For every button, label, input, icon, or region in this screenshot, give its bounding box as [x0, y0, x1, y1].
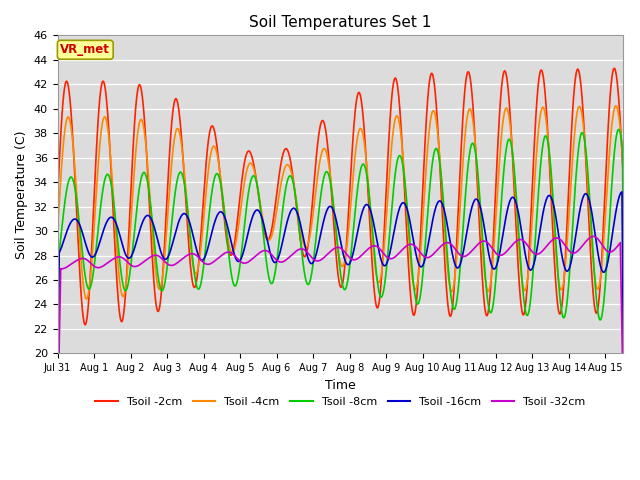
- Tsoil -2cm: [611, 65, 618, 71]
- Legend: Tsoil -2cm, Tsoil -4cm, Tsoil -8cm, Tsoil -16cm, Tsoil -32cm: Tsoil -2cm, Tsoil -4cm, Tsoil -8cm, Tsoi…: [91, 393, 590, 411]
- Tsoil -4cm: [295, 216, 303, 222]
- Tsoil -16cm: [548, 195, 556, 201]
- Tsoil -2cm: [295, 228, 303, 233]
- Tsoil -32cm: [54, 426, 61, 432]
- Tsoil -4cm: [271, 221, 278, 227]
- Tsoil -2cm: [548, 200, 556, 206]
- Tsoil -16cm: [118, 241, 126, 247]
- X-axis label: Time: Time: [325, 379, 356, 392]
- Line: Tsoil -4cm: Tsoil -4cm: [58, 106, 623, 411]
- Tsoil -16cm: [271, 260, 278, 265]
- Text: VR_met: VR_met: [60, 43, 110, 56]
- Tsoil -32cm: [295, 247, 303, 252]
- Tsoil -16cm: [295, 216, 303, 222]
- Tsoil -4cm: [609, 118, 616, 123]
- Tsoil -8cm: [620, 336, 627, 342]
- Y-axis label: Soil Temperature (C): Soil Temperature (C): [15, 130, 28, 259]
- Tsoil -32cm: [609, 248, 616, 254]
- Tsoil -2cm: [152, 299, 159, 304]
- Tsoil -8cm: [609, 174, 616, 180]
- Tsoil -2cm: [54, 393, 61, 398]
- Tsoil -16cm: [620, 370, 627, 375]
- Tsoil -8cm: [152, 253, 159, 259]
- Tsoil -8cm: [548, 172, 556, 178]
- Tsoil -8cm: [271, 273, 278, 278]
- Tsoil -4cm: [118, 292, 126, 298]
- Tsoil -8cm: [54, 427, 61, 433]
- Tsoil -2cm: [271, 208, 278, 214]
- Line: Tsoil -2cm: Tsoil -2cm: [58, 68, 623, 396]
- Tsoil -16cm: [152, 229, 159, 235]
- Tsoil -4cm: [620, 325, 627, 331]
- Tsoil -4cm: [152, 268, 159, 274]
- Line: Tsoil -32cm: Tsoil -32cm: [58, 236, 623, 429]
- Tsoil -4cm: [612, 103, 620, 108]
- Tsoil -16cm: [618, 189, 626, 195]
- Tsoil -2cm: [620, 315, 627, 321]
- Tsoil -2cm: [609, 72, 616, 77]
- Tsoil -32cm: [548, 238, 556, 244]
- Tsoil -2cm: [118, 318, 126, 324]
- Tsoil -8cm: [615, 127, 623, 132]
- Tsoil -8cm: [118, 276, 126, 282]
- Tsoil -32cm: [271, 255, 278, 261]
- Tsoil -32cm: [620, 411, 627, 417]
- Line: Tsoil -16cm: Tsoil -16cm: [58, 192, 623, 426]
- Tsoil -8cm: [295, 224, 303, 229]
- Title: Soil Temperatures Set 1: Soil Temperatures Set 1: [250, 15, 432, 30]
- Tsoil -4cm: [54, 408, 61, 414]
- Tsoil -32cm: [152, 252, 159, 258]
- Tsoil -32cm: [118, 255, 126, 261]
- Tsoil -16cm: [54, 423, 61, 429]
- Tsoil -32cm: [589, 233, 597, 239]
- Line: Tsoil -8cm: Tsoil -8cm: [58, 130, 623, 430]
- Tsoil -16cm: [609, 231, 616, 237]
- Tsoil -4cm: [548, 182, 556, 188]
